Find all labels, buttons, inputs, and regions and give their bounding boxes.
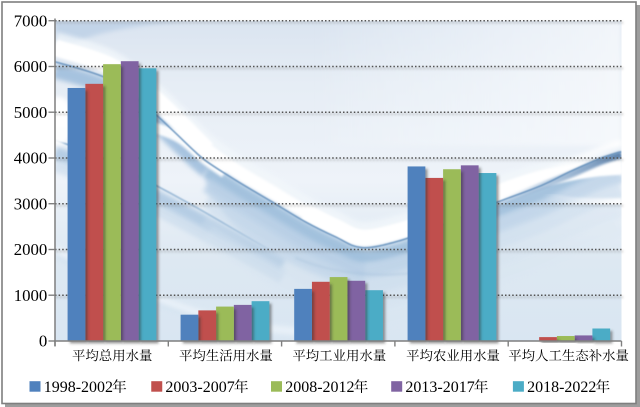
- svg-text:0: 0: [39, 332, 47, 351]
- svg-text:1998-2002: 1998-2002: [44, 379, 113, 396]
- svg-text:7000: 7000: [14, 11, 48, 30]
- svg-text:6000: 6000: [14, 57, 48, 76]
- svg-text:2018-2022: 2018-2022: [527, 379, 596, 396]
- svg-text:2000: 2000: [14, 240, 48, 259]
- svg-text:2008-2012: 2008-2012: [285, 379, 354, 396]
- svg-text:3000: 3000: [14, 194, 48, 213]
- svg-text:2013-2017: 2013-2017: [405, 379, 474, 396]
- svg-text:5000: 5000: [14, 103, 48, 122]
- svg-text:1000: 1000: [14, 286, 48, 305]
- svg-text:2003-2007: 2003-2007: [165, 379, 234, 396]
- svg-text:4000: 4000: [14, 149, 48, 168]
